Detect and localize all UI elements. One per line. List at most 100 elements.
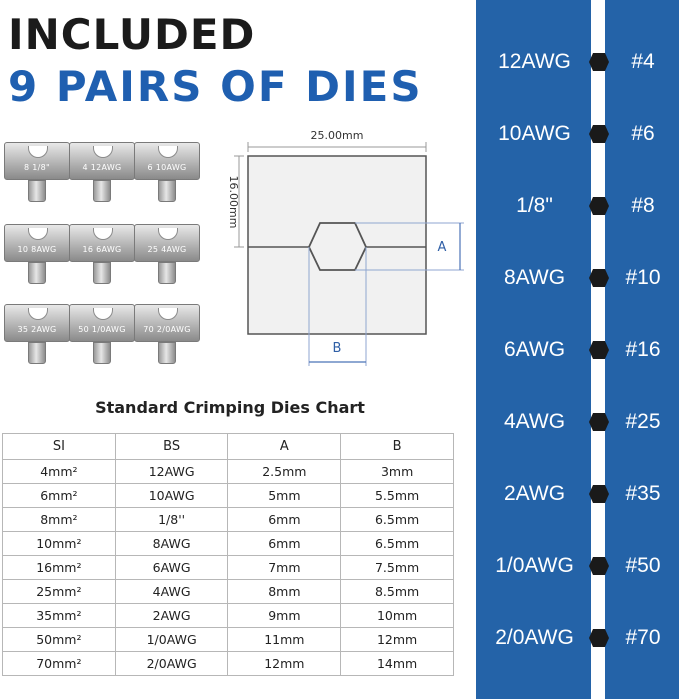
size-map-panel	[476, 0, 679, 699]
die-label: 10 8AWG	[17, 245, 57, 254]
chart-title: Standard Crimping Dies Chart	[95, 398, 365, 417]
dimension-a-label: A	[438, 240, 447, 255]
cell-bs: 4AWG	[114, 579, 229, 604]
table-row: 10mm² 8AWG 6mm 6.5mm	[2, 531, 454, 556]
hexagon-icon	[589, 557, 609, 575]
size-map-bs: 1/0AWG	[495, 554, 574, 577]
die-3: 6 10AWG	[134, 138, 200, 206]
cell-b: 6.5mm	[340, 531, 454, 556]
table-row: 16mm² 6AWG 7mm 7.5mm	[2, 555, 454, 580]
headline: INCLUDED 9 PAIRS OF DIES	[8, 14, 423, 108]
cell-b: 8.5mm	[340, 579, 454, 604]
die-label: 70 2/0AWG	[143, 325, 191, 334]
table-row: 4mm² 12AWG 2.5mm 3mm	[2, 459, 454, 484]
cell-b: 14mm	[340, 651, 454, 676]
cell-si: 35mm²	[2, 603, 116, 628]
cell-a: 5mm	[227, 483, 342, 508]
size-map-row: 4AWG #25	[476, 404, 679, 440]
header-si: SI	[2, 433, 116, 460]
size-map-number: #4	[631, 50, 655, 73]
size-map-bs: 10AWG	[498, 122, 571, 145]
table-row: 25mm² 4AWG 8mm 8.5mm	[2, 579, 454, 604]
crimping-dies-table: SI BS A B 4mm² 12AWG 2.5mm 3mm 6mm² 10AW…	[2, 433, 454, 676]
die-label: 35 2AWG	[17, 325, 57, 334]
cell-si: 10mm²	[2, 531, 116, 556]
die-1: 8 1/8"	[4, 138, 70, 206]
size-map-number: #70	[625, 626, 661, 649]
hexagon-icon	[589, 341, 609, 359]
cell-bs: 8AWG	[114, 531, 229, 556]
die-7: 35 2AWG	[4, 300, 70, 368]
cell-b: 10mm	[340, 603, 454, 628]
cell-a: 2.5mm	[227, 459, 342, 484]
die-label: 4 12AWG	[82, 163, 122, 172]
cell-bs: 10AWG	[114, 483, 229, 508]
size-map-number: #8	[631, 194, 655, 217]
die-label: 16 6AWG	[82, 245, 122, 254]
size-map-bs: 4AWG	[503, 410, 566, 433]
size-map-number: #35	[625, 482, 661, 505]
headline-included: INCLUDED	[8, 10, 256, 59]
cell-a: 12mm	[227, 651, 342, 676]
cell-si: 8mm²	[2, 507, 116, 532]
cell-bs: 1/0AWG	[114, 627, 229, 652]
size-map-number: #16	[625, 338, 661, 361]
size-map-number: #10	[625, 266, 661, 289]
cell-bs: 6AWG	[114, 555, 229, 580]
size-map-number: #25	[625, 410, 661, 433]
cell-a: 6mm	[227, 507, 342, 532]
cell-bs: 2AWG	[114, 603, 229, 628]
cell-b: 7.5mm	[340, 555, 454, 580]
die-9: 70 2/0AWG	[134, 300, 200, 368]
cell-b: 3mm	[340, 459, 454, 484]
cell-b: 12mm	[340, 627, 454, 652]
size-map-row: 1/8" #8	[476, 188, 679, 224]
hexagon-icon	[589, 269, 609, 287]
die-label: 25 4AWG	[147, 245, 187, 254]
cell-a: 11mm	[227, 627, 342, 652]
hexagon-icon	[589, 413, 609, 431]
die-4: 10 8AWG	[4, 220, 70, 288]
height-dimension-label: 16.00mm	[227, 176, 240, 229]
dies-photo-grid: 8 1/8" 4 12AWG 6 10AWG 10 8AWG 16 6AWG 2…	[0, 132, 220, 372]
size-map-row: 2AWG #35	[476, 476, 679, 512]
die-dimension-diagram: 25.00mm 16.00mm A B	[227, 129, 464, 366]
die-5: 16 6AWG	[69, 220, 135, 288]
cell-a: 8mm	[227, 579, 342, 604]
header-b: B	[340, 433, 454, 460]
die-2: 4 12AWG	[69, 138, 135, 206]
table-header-row: SI BS A B	[2, 433, 454, 460]
table-row: 8mm² 1/8'' 6mm 6.5mm	[2, 507, 454, 532]
hexagon-icon	[589, 125, 609, 143]
hexagon-icon	[589, 485, 609, 503]
cell-a: 6mm	[227, 531, 342, 556]
size-map-bs: 8AWG	[503, 266, 566, 289]
headline-pairs-of-dies: 9 PAIRS OF DIES	[8, 62, 423, 111]
die-label: 50 1/0AWG	[78, 325, 126, 334]
table-row: 50mm² 1/0AWG 11mm 12mm	[2, 627, 454, 652]
size-map-bs: 2AWG	[503, 482, 566, 505]
size-map-row: 8AWG #10	[476, 260, 679, 296]
cell-si: 16mm²	[2, 555, 116, 580]
die-label: 6 10AWG	[147, 163, 187, 172]
size-map-number: #50	[625, 554, 661, 577]
cell-bs: 1/8''	[114, 507, 229, 532]
width-dimension-label: 25.00mm	[311, 129, 364, 142]
cell-b: 6.5mm	[340, 507, 454, 532]
size-map-bs: 6AWG	[503, 338, 566, 361]
cell-si: 4mm²	[2, 459, 116, 484]
table-row: 35mm² 2AWG 9mm 10mm	[2, 603, 454, 628]
dimension-b-label: B	[333, 341, 342, 356]
size-map-row: 6AWG #16	[476, 332, 679, 368]
cell-bs: 12AWG	[114, 459, 229, 484]
cell-b: 5.5mm	[340, 483, 454, 508]
cell-si: 70mm²	[2, 651, 116, 676]
header-a: A	[227, 433, 342, 460]
size-map-number: #6	[631, 122, 655, 145]
cell-a: 7mm	[227, 555, 342, 580]
die-label: 8 1/8"	[24, 163, 50, 172]
size-map-bs: 2/0AWG	[495, 626, 574, 649]
die-6: 25 4AWG	[134, 220, 200, 288]
table-row: 70mm² 2/0AWG 12mm 14mm	[2, 651, 454, 676]
size-map-row: 10AWG #6	[476, 116, 679, 152]
